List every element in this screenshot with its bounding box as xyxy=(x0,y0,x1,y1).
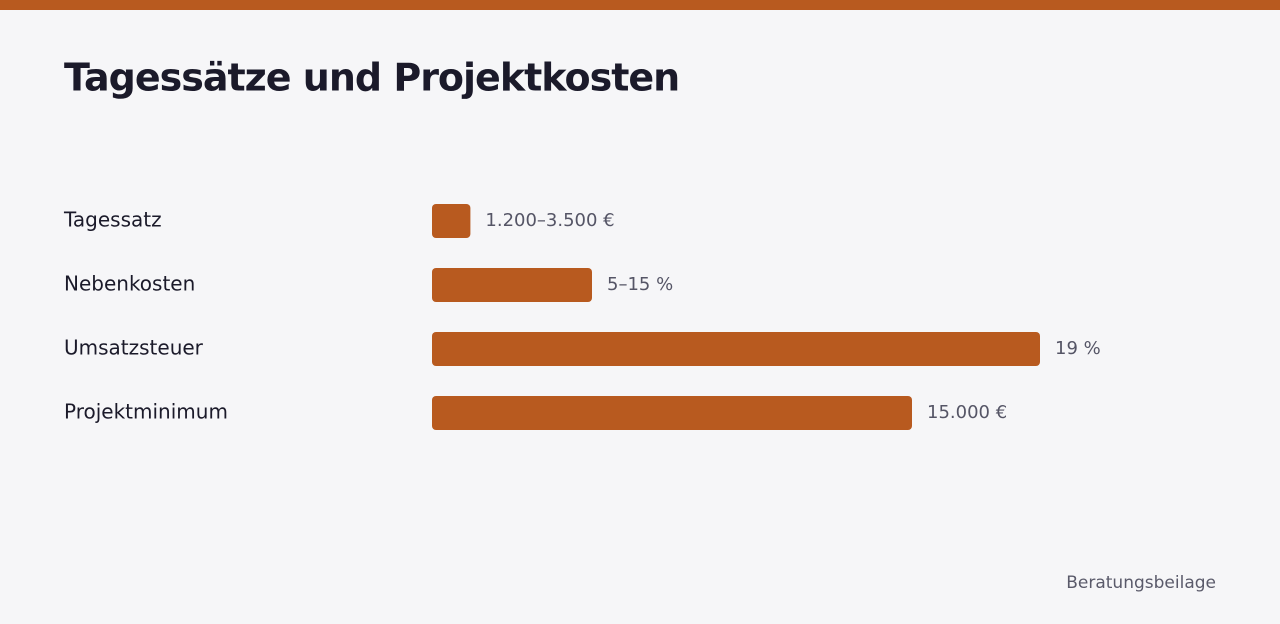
bar xyxy=(432,204,471,238)
bar xyxy=(432,268,592,302)
value-label: 5–15 % xyxy=(607,274,673,295)
value-label: 19 % xyxy=(1055,338,1101,359)
bar xyxy=(432,396,912,430)
category-label: Umsatzsteuer xyxy=(64,336,204,360)
category-label: Projektminimum xyxy=(64,400,228,424)
footer: Beratungsbeilage xyxy=(1066,573,1216,593)
value-label: 15.000 € xyxy=(927,402,1007,423)
category-label: Tagessatz xyxy=(63,208,162,232)
value-label: 1.200–3.500 € xyxy=(485,210,614,231)
top-accent xyxy=(0,0,1280,10)
bar xyxy=(432,332,1040,366)
chart-title: Tagessätze und Projektkosten xyxy=(64,56,679,100)
category-label: Nebenkosten xyxy=(64,272,195,296)
